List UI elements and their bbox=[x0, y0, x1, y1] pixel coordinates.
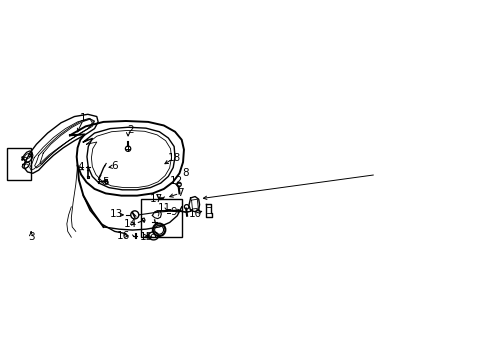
Text: 15: 15 bbox=[139, 232, 152, 242]
Text: 5: 5 bbox=[102, 177, 109, 187]
Text: 1: 1 bbox=[80, 113, 86, 123]
Text: 18: 18 bbox=[167, 153, 181, 163]
Text: 2: 2 bbox=[127, 125, 133, 135]
Bar bbox=[140, 198, 182, 237]
Text: 8: 8 bbox=[182, 168, 188, 178]
Text: 10: 10 bbox=[188, 209, 201, 219]
Text: 14: 14 bbox=[123, 219, 137, 229]
Text: 17: 17 bbox=[149, 194, 163, 204]
Text: 3: 3 bbox=[28, 232, 34, 242]
Text: 9: 9 bbox=[170, 207, 177, 217]
Text: 11: 11 bbox=[157, 203, 171, 213]
Text: 7: 7 bbox=[177, 188, 183, 198]
Bar bbox=[7, 148, 31, 180]
Text: 16: 16 bbox=[117, 231, 130, 241]
Text: 12: 12 bbox=[169, 176, 183, 186]
Text: 13: 13 bbox=[110, 209, 123, 219]
Text: 6: 6 bbox=[111, 161, 118, 171]
Text: 4: 4 bbox=[78, 162, 84, 172]
